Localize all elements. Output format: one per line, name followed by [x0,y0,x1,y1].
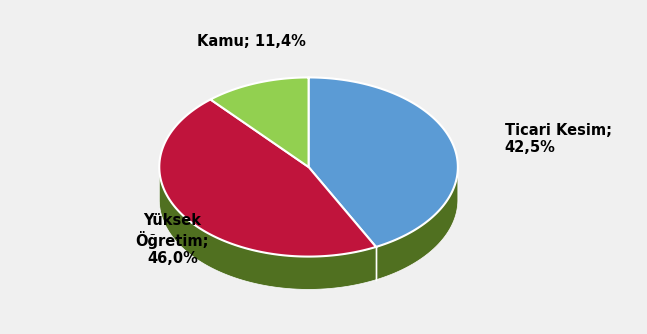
Polygon shape [159,168,458,290]
Polygon shape [309,77,458,247]
Text: Ticari Kesim;
42,5%: Ticari Kesim; 42,5% [505,123,611,155]
Polygon shape [159,168,376,290]
Polygon shape [210,77,309,167]
Text: Kamu; 11,4%: Kamu; 11,4% [197,34,305,49]
Polygon shape [376,168,458,280]
Polygon shape [159,100,376,257]
Text: Yüksek
Öğretim;
46,0%: Yüksek Öğretim; 46,0% [136,213,209,266]
